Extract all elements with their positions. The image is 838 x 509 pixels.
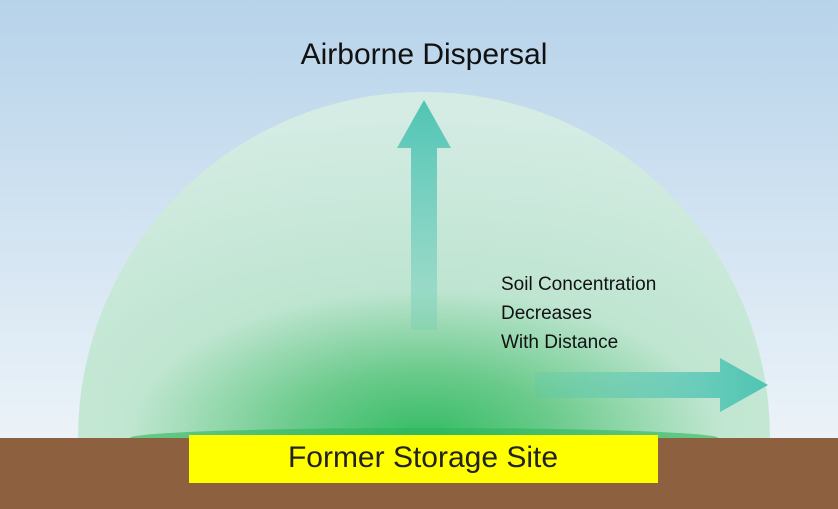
diagram: Former Storage Site Airborne Dispersal S… <box>0 0 838 509</box>
annotation-line: Soil Concentration <box>501 274 656 295</box>
title: Airborne Dispersal <box>301 38 548 71</box>
annotation-line: Decreases <box>501 303 592 324</box>
site-label: Former Storage Site <box>288 441 558 474</box>
annotation-line: With Distance <box>501 332 618 353</box>
